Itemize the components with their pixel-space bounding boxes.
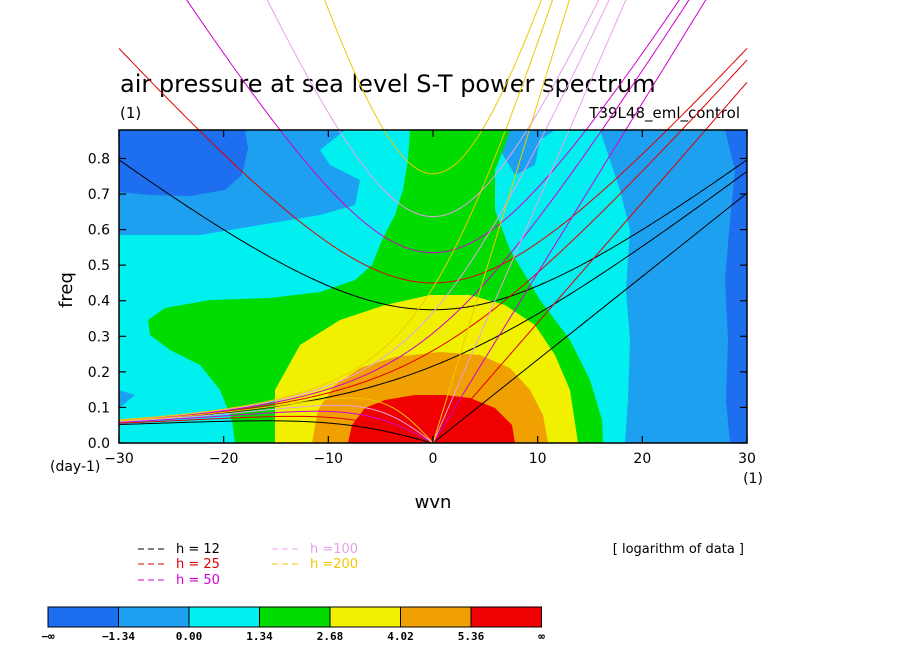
- dispersion-curve: [118, 48, 748, 284]
- y-tick-label: 0.8: [88, 151, 110, 167]
- legend-label: h = 12: [176, 542, 220, 557]
- x-tick-label: −10: [314, 451, 344, 467]
- x-unit-label: (1): [743, 471, 763, 487]
- chart-title: air pressure at sea level S-T power spec…: [120, 70, 656, 98]
- dispersion-curve: [432, 0, 707, 444]
- dispersion-curve: [118, 159, 748, 311]
- y-tick-label: 0.7: [88, 187, 110, 203]
- level-band-1: [725, 130, 747, 443]
- x-tick-label: 0: [429, 451, 438, 467]
- y-tick-label: 0.6: [88, 223, 110, 239]
- dispersion-curve: [118, 420, 434, 444]
- dispersion-curve: [118, 397, 434, 444]
- legend-label: h =100: [310, 542, 358, 557]
- colorbar-label: 5.36: [458, 630, 485, 643]
- dispersion-curve: [118, 170, 748, 422]
- dispersion-curve: [118, 404, 434, 444]
- colorbar-swatch: [259, 606, 331, 628]
- x-tick-label: 20: [633, 451, 651, 467]
- experiment-label: T39L48_eml_control: [588, 104, 740, 123]
- colorbar-label: 2.68: [317, 630, 344, 643]
- legend-label: h = 25: [176, 557, 220, 572]
- colorbar-swatch: [329, 606, 401, 628]
- dispersion-curve: [118, 0, 610, 421]
- y-tick-label: 0.0: [88, 436, 110, 452]
- colorbar-label: 0.00: [176, 630, 203, 643]
- level-band-1: [119, 130, 248, 196]
- colorbar-label: 4.02: [387, 630, 414, 643]
- dispersion-curve: [324, 0, 542, 175]
- x-axis-title: wvn: [415, 492, 452, 513]
- dispersion-curve: [186, 0, 680, 254]
- colorbar-swatch: [470, 606, 542, 628]
- dispersion-curve: [432, 0, 570, 444]
- level-band-7: [348, 395, 515, 443]
- dispersion-curve: [118, 410, 434, 444]
- y-tick-label: 0.2: [88, 365, 110, 381]
- colorbar-swatch: [47, 606, 119, 628]
- x-tick-label: −30: [104, 451, 134, 467]
- dispersion-curve: [118, 415, 434, 444]
- x-tick-label: −20: [209, 451, 239, 467]
- dispersion-curve: [266, 0, 600, 218]
- x-axis: −30 −20 −10 0 10 20 30: [104, 130, 756, 467]
- dispersion-curve: [432, 0, 627, 444]
- colorbar-swatch: [400, 606, 472, 628]
- colorbar-label: −∞: [41, 630, 55, 643]
- y-unit-label: (day-1): [50, 459, 100, 475]
- units-label: (1): [120, 104, 141, 122]
- y-tick-label: 0.5: [88, 258, 110, 274]
- y-axis: 0.0 0.1 0.2 0.3 0.4 0.5 0.6 0.7 0.8: [88, 151, 747, 452]
- colorbar: −∞ −1.34 0.00 1.34 2.68 4.02 5.36 ∞: [41, 606, 545, 643]
- y-tick-label: 0.1: [88, 400, 110, 416]
- y-tick-label: 0.3: [88, 329, 110, 345]
- x-tick-label: 30: [738, 451, 756, 467]
- legend-label: h = 50: [176, 573, 220, 588]
- dispersion-curve: [432, 81, 748, 444]
- dispersion-curve: [118, 0, 690, 421]
- legend-label: h =200: [310, 557, 358, 572]
- colorbar-swatch: [188, 606, 260, 628]
- colorbar-swatch: [118, 606, 190, 628]
- plot-area: [119, 130, 747, 443]
- y-tick-label: 0.4: [88, 294, 110, 310]
- dispersion-curve: [432, 192, 748, 444]
- dispersion-curves: [118, 0, 748, 444]
- x-tick-label: 10: [529, 451, 547, 467]
- dispersion-curve: [118, 59, 748, 422]
- colorbar-label: ∞: [538, 630, 545, 643]
- dispersion-curve: [118, 0, 554, 421]
- colorbar-label: 1.34: [246, 630, 273, 643]
- y-axis-title: freq: [56, 272, 77, 308]
- colorbar-label: −1.34: [102, 630, 135, 643]
- data-note: [ logarithm of data ]: [613, 542, 744, 557]
